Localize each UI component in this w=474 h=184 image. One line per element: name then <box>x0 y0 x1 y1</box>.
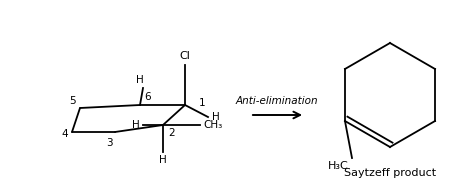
Text: CH₃: CH₃ <box>203 120 222 130</box>
Text: Anti-elimination: Anti-elimination <box>236 96 319 106</box>
Text: H: H <box>212 112 220 122</box>
Text: 5: 5 <box>69 96 76 106</box>
Text: 6: 6 <box>144 92 151 102</box>
Text: H: H <box>136 75 144 85</box>
Text: 1: 1 <box>199 98 206 108</box>
Text: H₃C: H₃C <box>328 161 349 171</box>
Text: 4: 4 <box>61 129 68 139</box>
Text: 2: 2 <box>168 128 174 138</box>
Text: Cl: Cl <box>180 51 191 61</box>
Text: H: H <box>132 120 140 130</box>
Text: H: H <box>159 155 167 165</box>
Text: 3: 3 <box>106 138 113 148</box>
Text: Saytzeff product: Saytzeff product <box>344 168 436 178</box>
